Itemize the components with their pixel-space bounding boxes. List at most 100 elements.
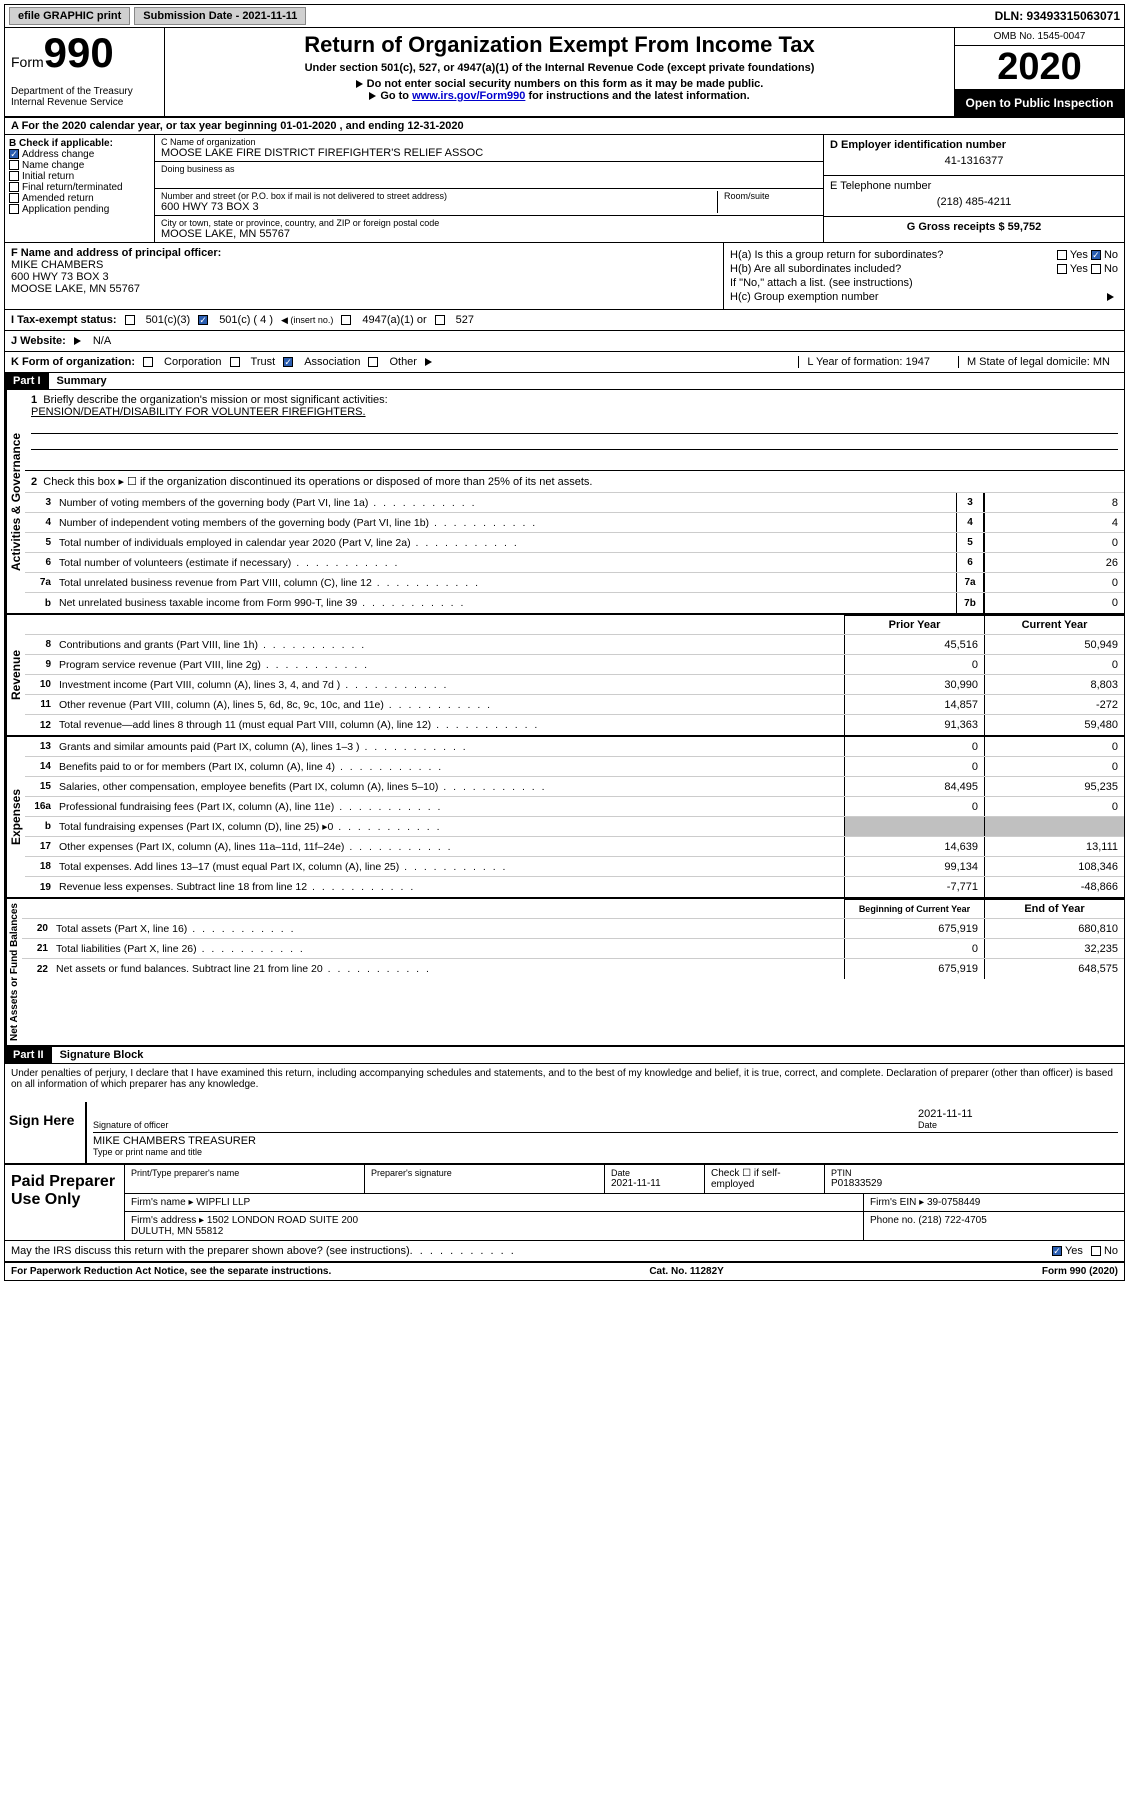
status-label: I Tax-exempt status: (11, 314, 117, 326)
f-label: F Name and address of principal officer: (11, 247, 717, 259)
data-line: 20Total assets (Part X, line 16)675,9196… (22, 919, 1124, 939)
final-return-label: Final return/terminated (22, 182, 123, 193)
dba-label: Doing business as (161, 164, 817, 174)
assoc-checkbox[interactable] (283, 357, 293, 367)
prior-year-header: Prior Year (844, 615, 984, 634)
cat-number: Cat. No. 11282Y (649, 1266, 723, 1277)
city-label: City or town, state or province, country… (161, 218, 817, 228)
application-pending-label: Application pending (22, 204, 109, 215)
dept-treasury: Department of the Treasury Internal Reve… (11, 86, 158, 108)
ha-label: H(a) Is this a group return for subordin… (730, 249, 943, 261)
pra-notice: For Paperwork Reduction Act Notice, see … (11, 1266, 331, 1277)
data-line: 13Grants and similar amounts paid (Part … (25, 737, 1124, 757)
address-change-checkbox[interactable] (9, 149, 19, 159)
data-line: 14Benefits paid to or for members (Part … (25, 757, 1124, 777)
prep-name-label: Print/Type preparer's name (131, 1168, 358, 1178)
h-block: H(a) Is this a group return for subordin… (724, 243, 1124, 309)
k-row: K Form of organization: Corporation Trus… (5, 352, 1124, 373)
irs-link[interactable]: www.irs.gov/Form990 (412, 90, 525, 102)
penalty-text: Under penalties of perjury, I declare th… (5, 1064, 1124, 1094)
corp-checkbox[interactable] (143, 357, 153, 367)
application-pending-checkbox[interactable] (9, 204, 19, 214)
firm-name-label: Firm's name ▸ (131, 1197, 194, 1208)
501c-checkbox[interactable] (198, 315, 208, 325)
other-checkbox[interactable] (368, 357, 378, 367)
phone-value: (218) 485-4211 (830, 192, 1118, 212)
status-row: I Tax-exempt status: 501(c)(3) 501(c) ( … (5, 310, 1124, 331)
end-year-header: End of Year (984, 899, 1124, 918)
name-change-checkbox[interactable] (9, 160, 19, 170)
firm-ein-label: Firm's EIN ▸ (870, 1197, 924, 1208)
data-line: 3Number of voting members of the governi… (25, 493, 1124, 513)
trust-checkbox[interactable] (230, 357, 240, 367)
efile-print-button[interactable]: efile GRAPHIC print (9, 7, 130, 25)
room-label: Room/suite (724, 191, 817, 201)
gross-receipts: G Gross receipts $ 59,752 (830, 221, 1118, 233)
prep-date-value: 2021-11-11 (611, 1178, 698, 1189)
top-bar: efile GRAPHIC print Submission Date - 20… (5, 5, 1124, 28)
initial-return-label: Initial return (22, 171, 74, 182)
phone-label: E Telephone number (830, 180, 1118, 192)
officer-addr1: 600 HWY 73 BOX 3 (11, 271, 717, 283)
firm-ein-value: 39-0758449 (927, 1197, 980, 1208)
part2-header-row: Part II Signature Block (5, 1047, 1124, 1064)
4947-checkbox[interactable] (341, 315, 351, 325)
ha-yes-checkbox[interactable] (1057, 250, 1067, 260)
hb-yes-checkbox[interactable] (1057, 264, 1067, 274)
main-title: Return of Organization Exempt From Incom… (173, 32, 946, 58)
column-b: B Check if applicable: Address change Na… (5, 135, 155, 242)
officer-addr2: MOOSE LAKE, MN 55767 (11, 283, 717, 295)
officer-name: MIKE CHAMBERS (11, 259, 717, 271)
data-line: 12Total revenue—add lines 8 through 11 (… (25, 715, 1124, 735)
paid-preparer-label: Paid Preparer Use Only (5, 1165, 125, 1240)
form-number: 990 (44, 29, 114, 76)
sign-here-label: Sign Here (5, 1102, 85, 1163)
fgh-row: F Name and address of principal officer:… (5, 243, 1124, 310)
instruction-2: Go to www.irs.gov/Form990 for instructio… (173, 90, 946, 102)
form-label: Form (11, 54, 44, 70)
hb-label: H(b) Are all subordinates included? (730, 263, 901, 275)
mission-value: PENSION/DEATH/DISABILITY FOR VOLUNTEER F… (31, 406, 1118, 418)
header-right: OMB No. 1545-0047 2020 Open to Public In… (954, 28, 1124, 116)
amended-return-checkbox[interactable] (9, 193, 19, 203)
submission-date-button[interactable]: Submission Date - 2021-11-11 (134, 7, 306, 25)
m-state: M State of legal domicile: MN (958, 356, 1118, 368)
data-line: 18Total expenses. Add lines 13–17 (must … (25, 857, 1124, 877)
final-return-checkbox[interactable] (9, 182, 19, 192)
netassets-vert-label: Net Assets or Fund Balances (5, 899, 22, 1045)
initial-return-checkbox[interactable] (9, 171, 19, 181)
hb-no-checkbox[interactable] (1091, 264, 1101, 274)
data-line: 17Other expenses (Part IX, column (A), l… (25, 837, 1124, 857)
prep-phone-label: Phone no. (870, 1215, 916, 1226)
open-public-badge: Open to Public Inspection (955, 90, 1124, 116)
omb-number: OMB No. 1545-0047 (955, 28, 1124, 46)
501c3-checkbox[interactable] (125, 315, 135, 325)
org-name-label: C Name of organization (161, 137, 817, 147)
form-ref: Form 990 (2020) (1042, 1266, 1118, 1277)
sig-date-label: Date (918, 1120, 1118, 1130)
type-name-label: Type or print name and title (93, 1147, 1118, 1157)
data-line: 16aProfessional fundraising fees (Part I… (25, 797, 1124, 817)
part2-title: Signature Block (52, 1047, 152, 1063)
discuss-yes-checkbox[interactable] (1052, 1246, 1062, 1256)
data-line: 22Net assets or fund balances. Subtract … (22, 959, 1124, 979)
website-label: J Website: (11, 335, 66, 347)
addr-label: Number and street (or P.O. box if mail i… (161, 191, 717, 201)
dln-text: DLN: 93493315063071 (995, 9, 1120, 23)
firm-addr-label: Firm's address ▸ (131, 1215, 204, 1226)
discuss-no-checkbox[interactable] (1091, 1246, 1101, 1256)
data-line: 19Revenue less expenses. Subtract line 1… (25, 877, 1124, 897)
self-employed-check: Check ☐ if self-employed (705, 1165, 825, 1193)
data-line: bNet unrelated business taxable income f… (25, 593, 1124, 613)
ptin-label: PTIN (831, 1168, 1118, 1178)
current-year-header: Current Year (984, 615, 1124, 634)
discuss-text: May the IRS discuss this return with the… (11, 1245, 410, 1257)
governance-vert-label: Activities & Governance (5, 390, 25, 613)
org-name-value: MOOSE LAKE FIRE DISTRICT FIREFIGHTER'S R… (161, 147, 817, 159)
name-change-label: Name change (22, 160, 84, 171)
527-checkbox[interactable] (435, 315, 445, 325)
data-line: 11Other revenue (Part VIII, column (A), … (25, 695, 1124, 715)
part1-title: Summary (49, 373, 115, 389)
ha-no-checkbox[interactable] (1091, 250, 1101, 260)
sig-officer-label: Signature of officer (93, 1120, 918, 1130)
